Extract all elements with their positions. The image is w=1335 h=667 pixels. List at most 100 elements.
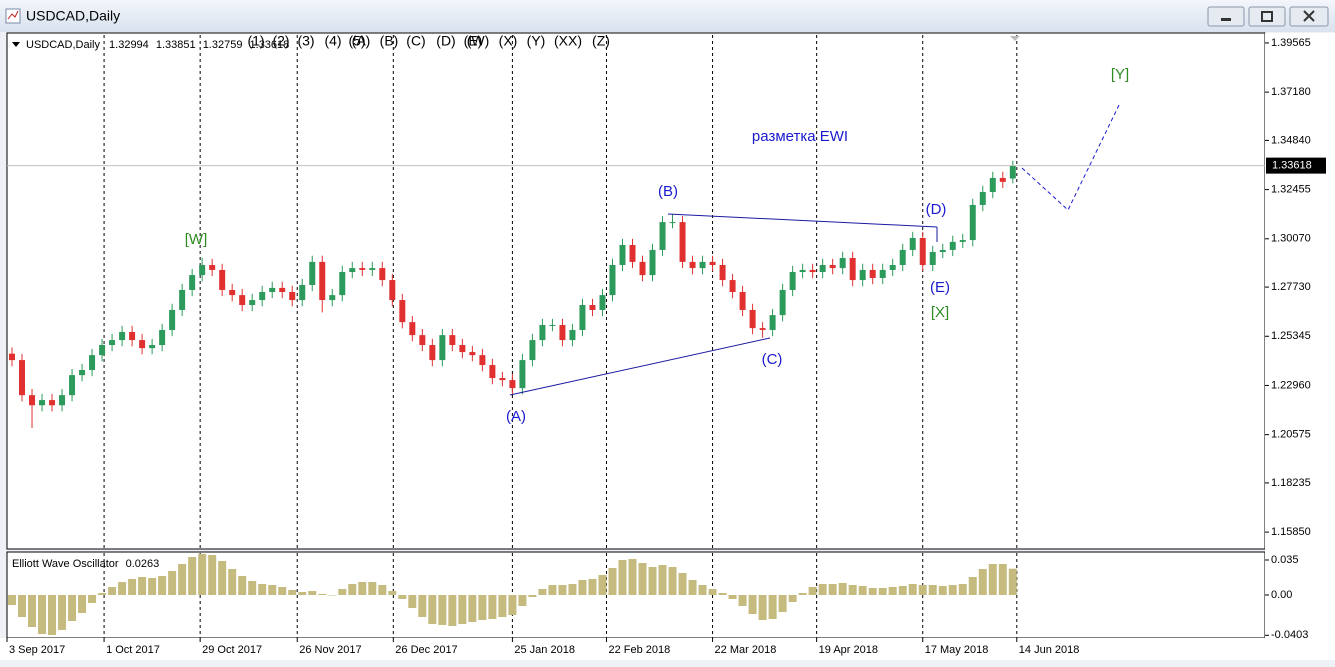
candle-body xyxy=(449,335,456,346)
candle-body xyxy=(819,264,826,273)
candle-body xyxy=(569,329,576,341)
candle-body xyxy=(249,300,256,306)
x-tick-label: 22 Feb 2018 xyxy=(608,644,670,656)
wave-button[interactable]: (5) xyxy=(348,33,365,49)
candle-body xyxy=(169,309,176,330)
oscillator-bar xyxy=(858,586,867,595)
y-tick-label: 1.37180 xyxy=(1271,86,1311,98)
candle-body xyxy=(889,264,896,270)
candle-body xyxy=(79,369,86,376)
y-tick-label: 0.00 xyxy=(1271,589,1292,601)
candle-body xyxy=(1009,165,1016,179)
oscillator-bar xyxy=(778,595,787,612)
candle-body xyxy=(219,269,226,290)
oscillator-bar xyxy=(758,595,767,620)
candle-body xyxy=(319,261,326,301)
wave-button[interactable]: (XX) xyxy=(554,33,582,49)
candle-body xyxy=(999,177,1006,182)
oscillator-bar xyxy=(708,589,717,595)
candle-body xyxy=(139,340,146,349)
oscillator-bar xyxy=(478,595,487,620)
y-tick-label: 1.20575 xyxy=(1271,429,1311,441)
minimize-glyph xyxy=(1221,18,1231,21)
candle-body xyxy=(979,191,986,205)
oscillator-bar xyxy=(68,595,77,621)
oscillator-bar xyxy=(278,587,287,595)
candle-body xyxy=(119,332,126,341)
wave-button[interactable]: (2) xyxy=(272,33,289,49)
close: 1.33618 xyxy=(250,39,290,51)
wave-label: (E) xyxy=(930,279,950,296)
candle-body xyxy=(549,325,556,327)
candle-body xyxy=(179,289,186,310)
candle-body xyxy=(499,378,506,381)
oscillator-bar xyxy=(148,578,157,595)
wave-button[interactable]: (1) xyxy=(247,33,264,49)
candle-body xyxy=(419,335,426,346)
candle-body xyxy=(639,261,646,276)
main-panel xyxy=(6,32,1266,550)
oscillator-bar xyxy=(468,595,477,622)
y-tick-label: 1.30070 xyxy=(1271,233,1311,245)
oscillator-header: Elliott Wave Oscillator 0.0263 xyxy=(12,558,159,570)
oscillator-bar xyxy=(238,576,247,595)
wave-button[interactable]: (X) xyxy=(499,33,518,49)
candle-body xyxy=(229,289,236,296)
wave-button[interactable]: (B) xyxy=(380,33,399,49)
minimize-button[interactable] xyxy=(1207,6,1245,27)
candle-body xyxy=(779,289,786,316)
candle-body xyxy=(149,345,156,349)
oscillator-bar xyxy=(188,557,197,595)
y-tick-label: -0.0403 xyxy=(1271,629,1308,641)
oscillator-bar xyxy=(788,595,797,602)
x-tick-label: 3 Sep 2017 xyxy=(9,644,65,656)
x-tick-label: 19 Apr 2018 xyxy=(819,644,878,656)
oscillator-bar xyxy=(448,595,457,626)
wave-button[interactable]: (Z) xyxy=(592,33,610,49)
candle-body xyxy=(699,261,706,269)
wave-button[interactable]: (C) xyxy=(406,33,425,49)
oscillator-bar xyxy=(1008,568,1017,595)
candle-body xyxy=(899,249,906,265)
candle-body xyxy=(439,335,446,361)
oscillator-bar xyxy=(978,569,987,595)
x-tick-label: 26 Nov 2017 xyxy=(299,644,361,656)
candle-body xyxy=(209,264,216,270)
wave-button[interactable]: (Y) xyxy=(527,33,546,49)
oscillator-bar xyxy=(878,588,887,595)
oscillator-bar xyxy=(638,563,647,595)
candle-body xyxy=(509,380,516,389)
oscillator-bar xyxy=(918,585,927,595)
symbol: USDCAD,Daily xyxy=(26,39,100,51)
chart-header: USDCAD,Daily 1.32994 1.33851 1.32759 1.3… xyxy=(26,39,289,51)
wave-button[interactable]: (4) xyxy=(324,33,341,49)
restore-button[interactable] xyxy=(1248,6,1286,27)
wave-button[interactable]: (A) xyxy=(352,33,371,49)
candle-body xyxy=(799,269,806,273)
open: 1.32994 xyxy=(109,39,149,51)
candle-body xyxy=(529,340,536,361)
oscillator-bar xyxy=(748,595,757,614)
wave-button[interactable]: (D) xyxy=(436,33,455,49)
candle-body xyxy=(89,355,96,370)
low: 1.32759 xyxy=(203,39,243,51)
candle-body xyxy=(59,395,66,406)
shift-marker xyxy=(1010,36,1020,41)
oscillator-bar xyxy=(628,559,637,595)
restore-glyph xyxy=(1261,11,1273,22)
wave-button[interactable]: (E) xyxy=(464,33,483,49)
oscillator-bar xyxy=(568,584,577,595)
oscillator-bar xyxy=(508,595,517,615)
candle-body xyxy=(599,295,606,310)
candle-body xyxy=(349,268,356,273)
oscillator-bar xyxy=(968,577,977,595)
candle-body xyxy=(949,241,956,250)
oscillator-bar xyxy=(388,591,397,595)
candle-body xyxy=(39,400,46,406)
oscillator-bar xyxy=(258,584,267,595)
oscillator-bar xyxy=(558,585,567,595)
oscillator-bar xyxy=(218,561,227,595)
oscillator-bar xyxy=(698,585,707,595)
wave-button[interactable]: (W) xyxy=(467,33,490,49)
wave-button[interactable]: (3) xyxy=(297,33,314,49)
